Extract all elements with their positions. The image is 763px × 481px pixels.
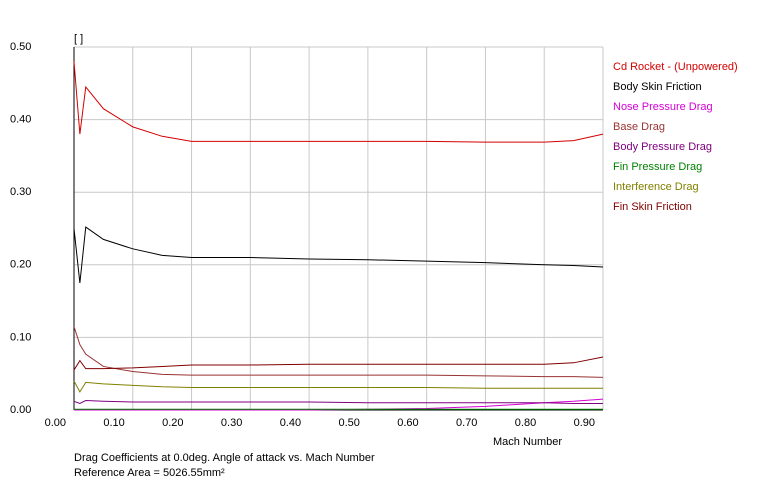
legend-entry: Fin Pressure Drag xyxy=(613,161,702,173)
series-line xyxy=(73,356,604,371)
x-tick-label: 0.40 xyxy=(280,417,301,429)
y-tick-label: 0.50 xyxy=(10,41,31,53)
y-tick-label: 0.20 xyxy=(10,259,31,271)
series-line xyxy=(73,380,603,393)
x-tick-label: 0.70 xyxy=(456,417,477,429)
x-tick-label: 0.80 xyxy=(515,417,536,429)
x-tick-label: 0.60 xyxy=(397,417,418,429)
legend-entry: Body Skin Friction xyxy=(613,81,702,93)
legend-entry: Nose Pressure Drag xyxy=(613,101,713,113)
legend-entry: Base Drag xyxy=(613,121,665,133)
y-unit-label: [ ] xyxy=(74,33,83,45)
series-line xyxy=(73,61,604,143)
series-line xyxy=(73,400,603,405)
x-tick-label: 0.90 xyxy=(574,417,595,429)
series-line xyxy=(73,226,604,284)
series-line xyxy=(74,398,604,411)
y-tick-label: 0.30 xyxy=(10,186,31,198)
y-tick-label: 0.00 xyxy=(10,404,31,416)
y-tick-label: 0.40 xyxy=(10,114,31,126)
annotation: Drag Coefficients at 0.0deg. Angle of at… xyxy=(74,452,375,464)
x-tick-label: 0.30 xyxy=(221,417,242,429)
x-tick-label: 0.20 xyxy=(162,417,183,429)
legend-entry: Interference Drag xyxy=(613,181,699,193)
x-axis-label: Mach Number xyxy=(493,436,562,448)
x-tick-label: 0.10 xyxy=(103,417,124,429)
legend-entry: Cd Rocket - (Unpowered) xyxy=(613,61,738,73)
x-tick-label: 0.00 xyxy=(45,417,66,429)
annotation: Reference Area = 5026.55mm² xyxy=(74,467,225,479)
y-tick-label: 0.10 xyxy=(10,331,31,343)
legend-entry: Body Pressure Drag xyxy=(613,141,712,153)
series-line xyxy=(73,326,604,378)
x-tick-label: 0.50 xyxy=(338,417,359,429)
legend-entry: Fin Skin Friction xyxy=(613,201,692,213)
